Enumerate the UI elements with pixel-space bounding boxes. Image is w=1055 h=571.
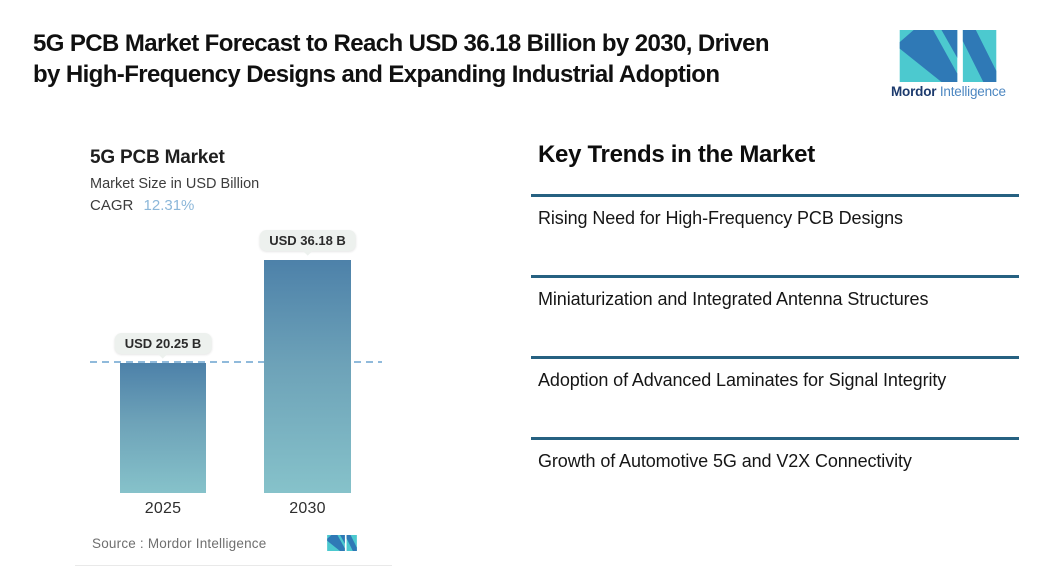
page-title-line-1: 5G PCB Market Forecast to Reach USD 36.1… bbox=[33, 30, 770, 57]
source-label: Source : Mordor Intelligence bbox=[92, 535, 267, 551]
brand-name-primary: Mordor bbox=[891, 84, 937, 99]
bar bbox=[120, 363, 206, 493]
trend-item: Growth of Automotive 5G and V2X Connecti… bbox=[531, 437, 1019, 472]
brand-name: Mordor Intelligence bbox=[891, 84, 1006, 99]
header: 5G PCB Market Forecast to Reach USD 36.1… bbox=[0, 0, 1055, 99]
bar bbox=[264, 260, 351, 493]
x-axis-label-2025: 2025 bbox=[144, 500, 182, 517]
trends-heading: Key Trends in the Market bbox=[538, 141, 815, 168]
page-title-line-2: by High-Frequency Designs and Expanding … bbox=[33, 61, 720, 88]
bar-value-label: USD 20.25 B bbox=[124, 336, 202, 351]
trends-list: Rising Need for High-Frequency PCB Desig… bbox=[531, 194, 1019, 472]
chart-subtitle: Market Size in USD Billion bbox=[90, 176, 260, 192]
source-logo-icon bbox=[327, 535, 357, 551]
chart-title: 5G PCB Market bbox=[90, 147, 225, 168]
mordor-intelligence-logo-icon bbox=[899, 30, 997, 82]
brand-name-secondary: Intelligence bbox=[939, 84, 1006, 99]
trend-item: Rising Need for High-Frequency PCB Desig… bbox=[531, 194, 1019, 275]
bar-value-pill: USD 36.18 B bbox=[259, 230, 356, 256]
page-title: 5G PCB Market Forecast to Reach USD 36.1… bbox=[33, 28, 883, 90]
reference-dashed-line bbox=[90, 361, 382, 363]
trend-item: Miniaturization and Integrated Antenna S… bbox=[531, 275, 1019, 356]
cagr-row: CAGR 12.31% bbox=[75, 197, 392, 214]
plot-area: USD 20.25 B USD 36.18 B bbox=[90, 228, 382, 493]
bar-value-label: USD 36.18 B bbox=[269, 233, 346, 248]
main-content: 5G PCB Market Market Size in USD Billion… bbox=[0, 124, 1055, 566]
bar-value-pill: USD 20.25 B bbox=[114, 333, 212, 359]
x-axis: 2025 2030 bbox=[90, 500, 392, 522]
cagr-label: CAGR bbox=[90, 197, 134, 214]
cagr-value: 12.31% bbox=[143, 197, 195, 214]
trend-item: Adoption of Advanced Laminates for Signa… bbox=[531, 356, 1019, 437]
x-axis-label-2030: 2030 bbox=[289, 500, 326, 517]
key-trends-panel: Key Trends in the Market Rising Need for… bbox=[531, 141, 1019, 566]
source-row: Source : Mordor Intelligence bbox=[75, 535, 392, 557]
market-chart-card: 5G PCB Market Market Size in USD Billion… bbox=[75, 124, 392, 566]
brand-logo: Mordor Intelligence bbox=[891, 30, 1006, 99]
